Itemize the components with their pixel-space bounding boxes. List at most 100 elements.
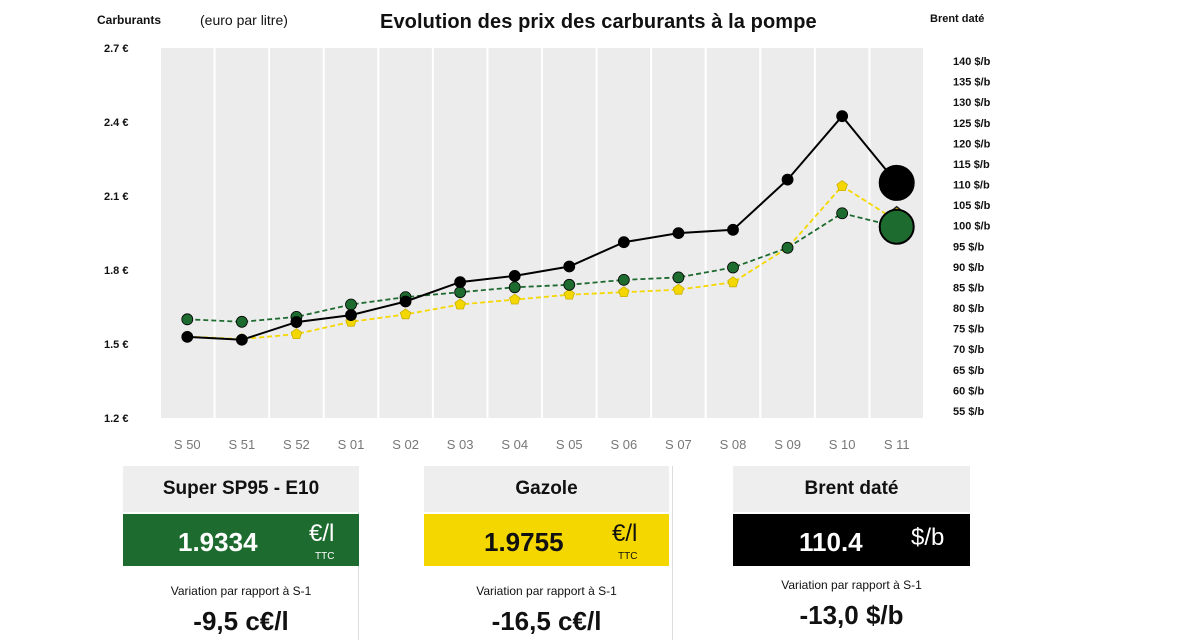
right-tick-label: 100 $/b <box>953 221 991 233</box>
chart-band <box>597 48 651 418</box>
data-point <box>454 298 466 310</box>
card-gazole-unit: €/l <box>612 520 638 547</box>
left-tick-label: 2.7 € <box>104 43 128 55</box>
right-tick-label: 130 $/b <box>953 97 991 109</box>
data-point <box>672 271 685 284</box>
series-points <box>181 110 849 346</box>
chart-band <box>215 48 269 418</box>
chart-band <box>270 48 323 418</box>
chart-band <box>433 48 487 418</box>
left-axis-title: Carburants <box>97 13 162 27</box>
data-point <box>454 286 467 299</box>
card-sp95: Super SP95 - E10 1.9334 €/l TTC Variatio… <box>123 466 359 640</box>
card-divider <box>672 466 673 640</box>
data-point <box>399 295 412 308</box>
series-lines <box>187 114 898 341</box>
x-tick-label: S 05 <box>556 437 583 452</box>
price-chart: 2.7 € 2.4 € 2.1 € 1.8 € 1.5 € 1.2 € 140 $/b 13… <box>104 43 991 452</box>
card-brent-value: 110.4 <box>799 527 863 557</box>
data-point <box>509 293 521 305</box>
x-tick-label: S 50 <box>174 437 201 452</box>
card-sp95-value: 1.9334 <box>178 527 258 557</box>
data-point <box>727 223 739 236</box>
card-sp95-ttc: TTC <box>315 551 335 562</box>
left-tick-label: 1.5 € <box>104 339 128 351</box>
data-point <box>235 315 248 328</box>
right-tick-label: 70 $/b <box>953 344 984 356</box>
chart-band <box>761 48 814 418</box>
right-tick-label: 110 $/b <box>953 180 990 192</box>
card-sp95-variation-label: Variation par rapport à S-1 <box>170 584 312 598</box>
chart-title: Evolution des prix des carburants à la p… <box>380 11 817 33</box>
card-gazole: Gazole 1.9755 €/l TTC Variation par rapp… <box>424 466 669 640</box>
data-point <box>672 227 685 240</box>
unit-label: (euro par litre) <box>200 12 288 28</box>
x-tick-label: S 04 <box>501 437 528 452</box>
right-tick-label: 90 $/b <box>953 262 984 274</box>
data-point <box>617 273 630 286</box>
card-brent-variation: -13,0 $/b <box>799 600 904 630</box>
series-line <box>187 184 898 341</box>
data-point <box>508 281 521 294</box>
data-point <box>836 110 849 123</box>
right-tick-label: 125 $/b <box>953 118 991 130</box>
x-tick-label: S 02 <box>392 437 419 452</box>
data-point <box>399 308 412 320</box>
chart-band <box>324 48 378 418</box>
left-tick-label: 1.2 € <box>104 413 128 425</box>
x-tick-label: S 52 <box>283 437 310 452</box>
data-point <box>563 278 576 291</box>
x-tick-label: S 51 <box>228 437 255 452</box>
left-tick-label: 2.4 € <box>104 117 128 129</box>
card-gazole-variation: -16,5 c€/l <box>491 606 602 636</box>
data-point <box>345 309 357 321</box>
card-gazole-ttc: TTC <box>618 551 638 562</box>
end-marker <box>878 208 915 245</box>
chart-band <box>488 48 541 418</box>
right-tick-label: 55 $/b <box>953 406 984 418</box>
data-point <box>672 283 685 295</box>
card-sp95-title: Super SP95 - E10 <box>123 466 359 512</box>
x-tick-label: S 01 <box>338 437 365 452</box>
x-tick-label: S 03 <box>447 437 474 452</box>
left-tick-label: 2.1 € <box>104 191 128 203</box>
right-axis-title: Brent daté <box>930 13 985 25</box>
series-line <box>187 114 898 341</box>
card-sp95-price-box: 1.9334 €/l TTC <box>123 514 359 566</box>
data-point <box>781 241 794 254</box>
data-point <box>618 286 630 298</box>
x-tick-label: S 07 <box>665 437 692 452</box>
chart-background-bands <box>161 48 923 418</box>
end-markers <box>878 164 915 245</box>
card-brent: Brent daté 110.4 $/b Variation par rappo… <box>733 466 970 640</box>
data-point <box>617 236 630 249</box>
right-tick-label: 85 $/b <box>953 282 984 294</box>
chart-band <box>161 48 214 418</box>
x-tick-label: S 06 <box>610 437 637 452</box>
right-tick-label: 75 $/b <box>953 324 984 336</box>
card-brent-variation-label: Variation par rapport à S-1 <box>781 578 922 592</box>
x-axis-ticks: S 50 S 51 S 52 S 01 S 02 S 03 S 04 S 05 S 06 S 07… <box>174 437 910 452</box>
data-point <box>727 276 739 288</box>
card-sp95-unit: €/l <box>309 520 335 547</box>
right-tick-label: 95 $/b <box>953 241 984 253</box>
data-point <box>836 207 849 220</box>
right-tick-label: 65 $/b <box>953 365 984 377</box>
data-point <box>345 298 357 311</box>
data-point <box>781 173 794 186</box>
x-tick-label: S 10 <box>829 437 856 452</box>
data-point <box>508 270 521 282</box>
right-axis-ticks: 140 $/b 135 $/b 130 $/b 125 $/b 120 $/b 115 $… <box>953 56 991 418</box>
chart-band <box>815 48 869 418</box>
card-gazole-price-box: 1.9755 €/l TTC <box>424 514 669 566</box>
data-point <box>235 333 248 346</box>
right-tick-label: 105 $/b <box>953 200 991 212</box>
data-point <box>290 316 303 328</box>
chart-band <box>379 48 432 418</box>
right-tick-label: 60 $/b <box>953 385 984 397</box>
card-sp95-variation: -9,5 c€/l <box>193 606 289 636</box>
x-tick-label: S 08 <box>720 437 747 452</box>
x-tick-label: S 11 <box>884 437 910 452</box>
card-gazole-value: 1.9755 <box>484 527 564 557</box>
data-point <box>181 313 194 326</box>
